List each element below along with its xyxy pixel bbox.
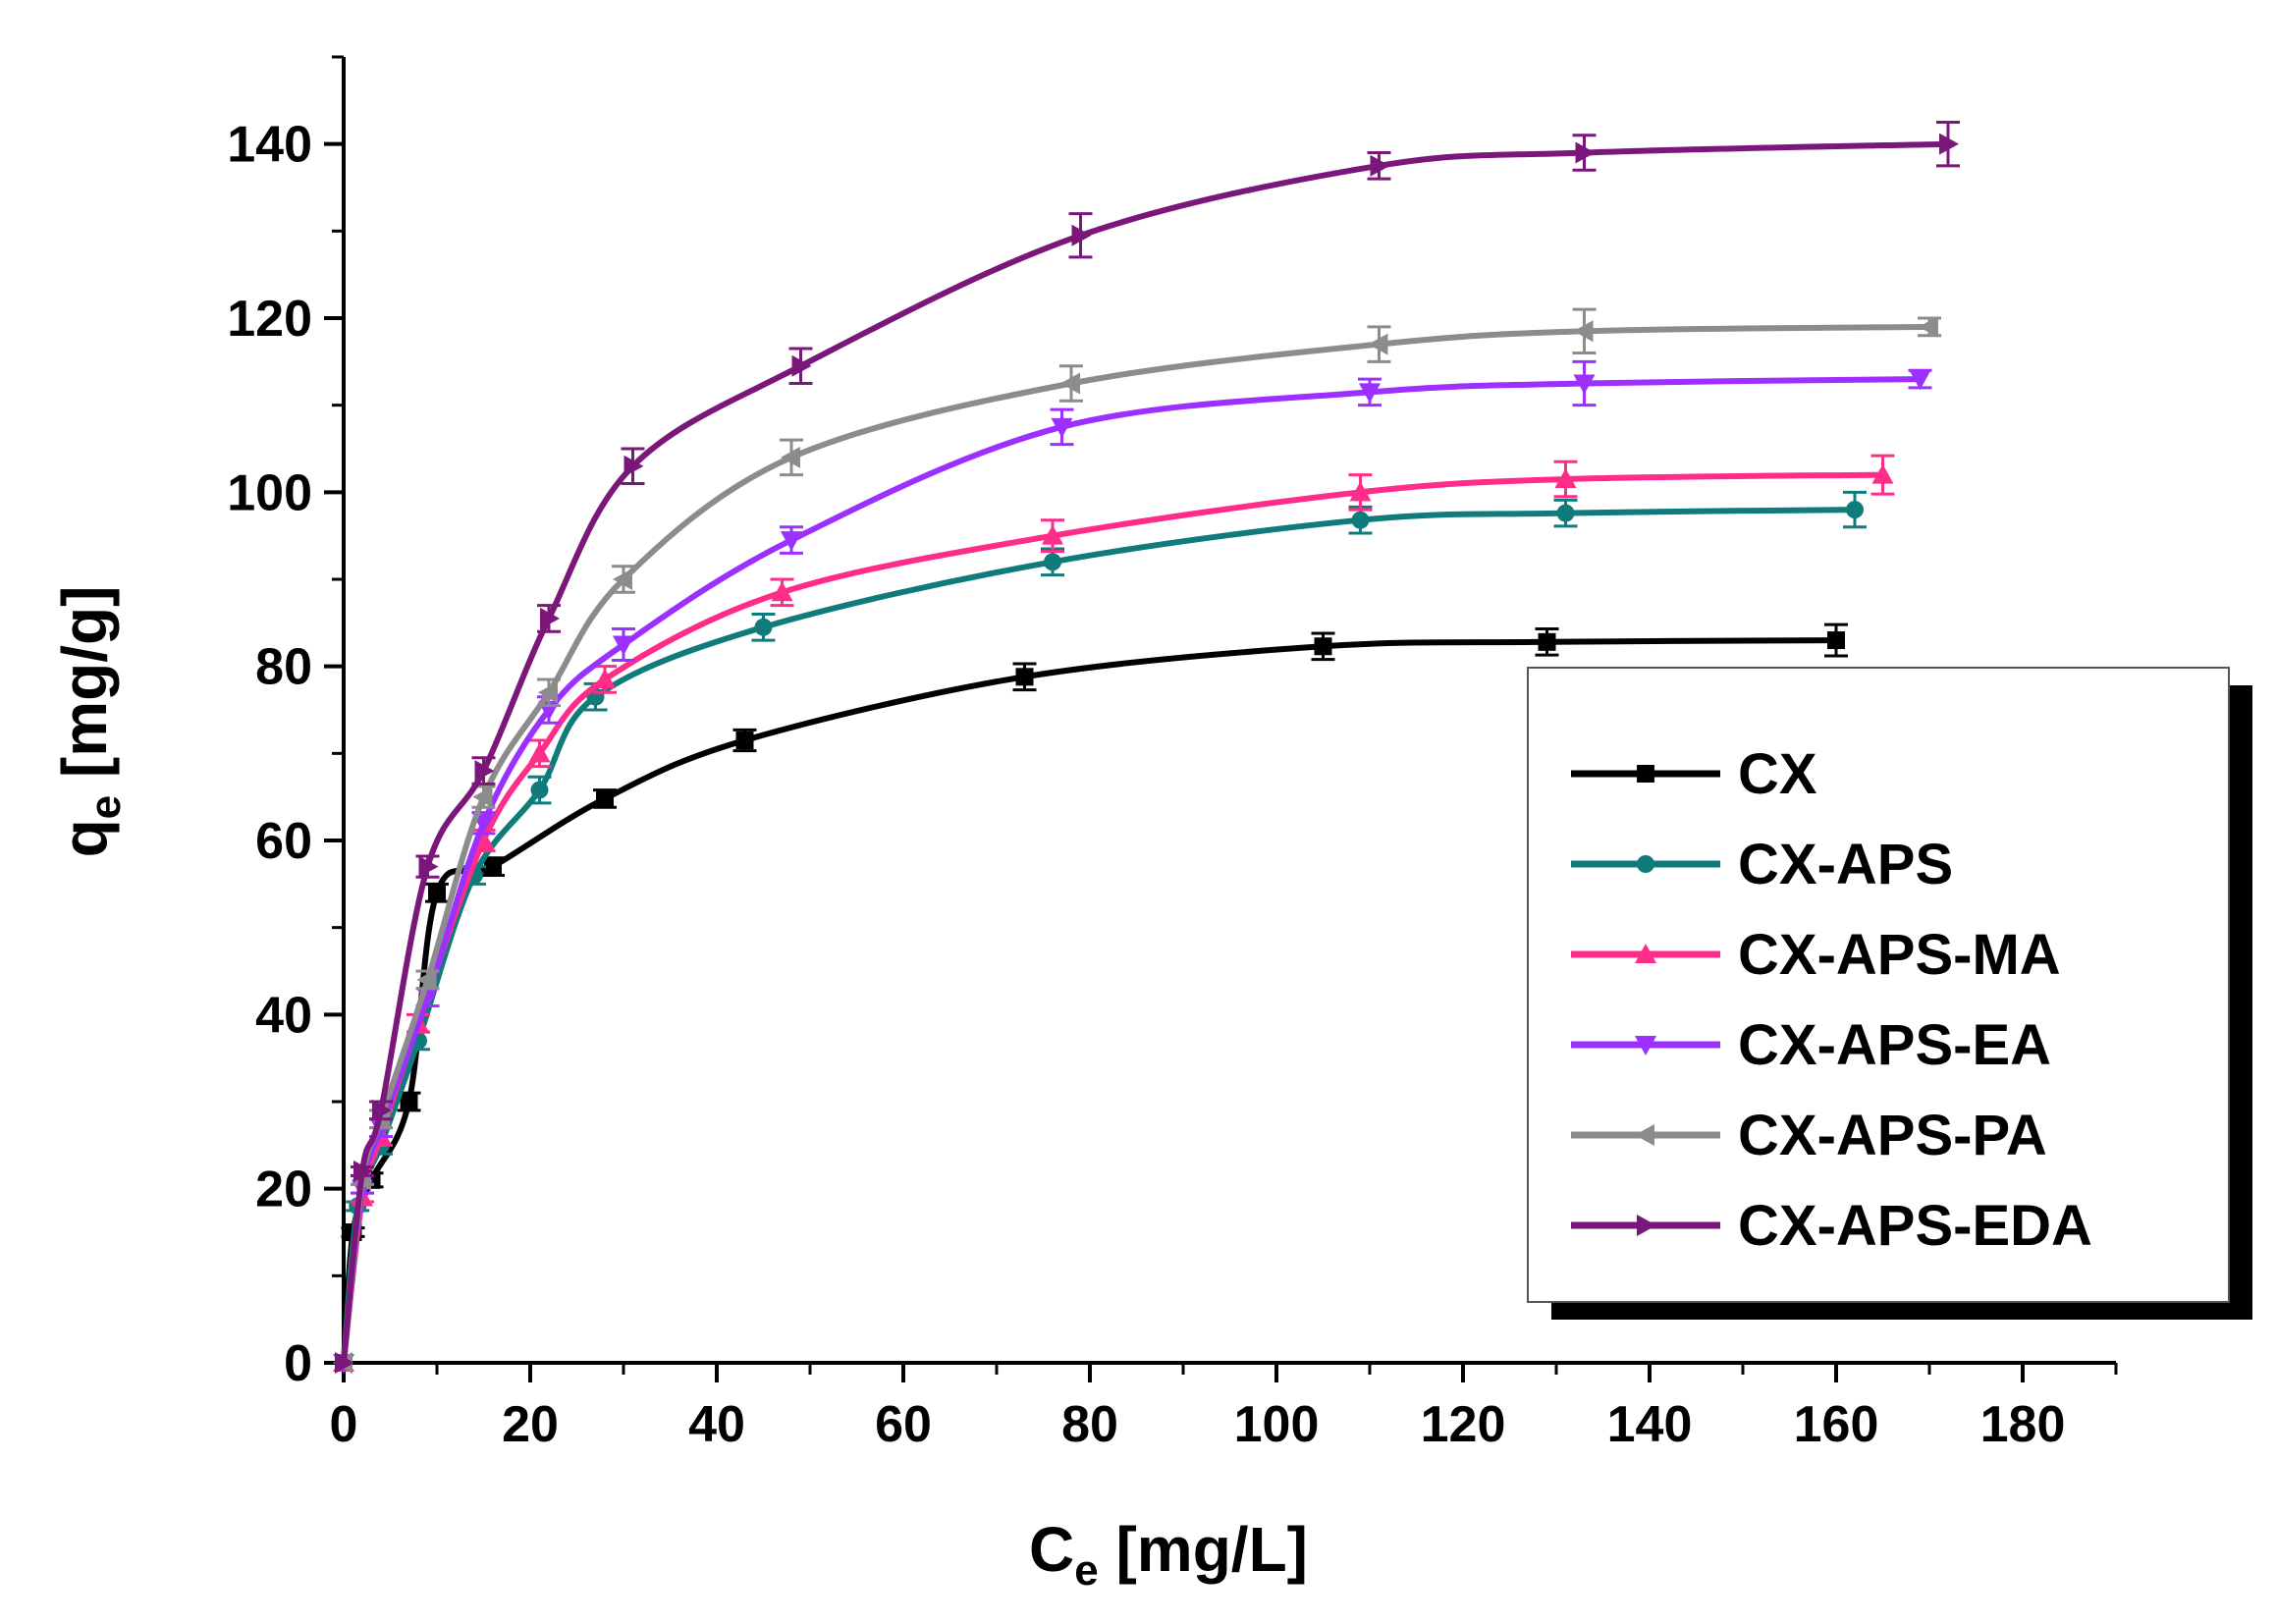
- data-point: [1846, 501, 1864, 519]
- data-point: [1370, 154, 1390, 177]
- data-point: [1044, 553, 1061, 571]
- data-point: [1554, 468, 1577, 489]
- y-tick-label: 20: [255, 1162, 312, 1218]
- data-point: [418, 855, 439, 878]
- data-point: [1538, 632, 1556, 651]
- axis-titles: Ce [mg/L] qe [mg/g]: [49, 586, 1308, 1595]
- data-point: [735, 731, 754, 750]
- data-point: [613, 568, 632, 590]
- legend-item: CX-APS: [1571, 833, 1953, 896]
- x-tick-label: 20: [502, 1396, 559, 1453]
- data-point: [1359, 383, 1381, 404]
- y-tick-label: 100: [227, 464, 312, 521]
- axes: 0 20 40 60 80 100 120 140 160 180 0 20 40 60 80 100 120 1…: [227, 55, 2118, 1453]
- data-point: [1939, 133, 1959, 155]
- legend-item: CX-APS-MA: [1571, 923, 2061, 987]
- data-point: [540, 607, 560, 629]
- legend: CX CX-APS CX-APS-MA CX-APS-EA CX-APS-PA CX-AP…: [1527, 667, 2252, 1320]
- legend-label: CX-APS: [1738, 833, 1953, 896]
- data-point: [372, 1099, 392, 1121]
- legend-marker: [1637, 855, 1654, 873]
- data-point: [484, 857, 502, 876]
- legend-marker: [1637, 1215, 1656, 1236]
- legend-label: CX-APS-EDA: [1738, 1194, 2092, 1258]
- series-cx-aps-eda: [335, 121, 1960, 1374]
- data-point: [1909, 370, 1931, 391]
- data-point: [528, 742, 551, 763]
- legend-label: CX: [1738, 742, 1817, 806]
- data-point: [1556, 504, 1575, 522]
- legend-marker: [1635, 944, 1656, 963]
- legend-marker: [1637, 765, 1654, 783]
- legend-item: CX-APS-PA: [1571, 1104, 2047, 1167]
- data-point: [1368, 333, 1388, 355]
- x-tick-label: 100: [1234, 1396, 1320, 1453]
- legend-label: CX-APS-MA: [1738, 923, 2061, 987]
- data-point: [1314, 637, 1332, 656]
- legend-item: CX: [1571, 742, 1817, 806]
- x-axis-title: Ce [mg/L]: [1029, 1514, 1308, 1595]
- y-tick-label: 120: [227, 291, 312, 348]
- legend-item: CX-APS-EA: [1571, 1013, 2051, 1077]
- data-point: [1575, 141, 1596, 164]
- x-tick-label: 60: [875, 1396, 932, 1453]
- series-layer: [333, 121, 1960, 1374]
- x-tick-label: 120: [1421, 1396, 1506, 1453]
- data-point: [791, 354, 812, 377]
- x-tick-label: 80: [1061, 1396, 1118, 1453]
- data-point: [1015, 668, 1034, 686]
- legend-label: CX-APS-EA: [1738, 1013, 2051, 1077]
- data-point: [538, 681, 558, 704]
- legend-marker: [1635, 1036, 1656, 1056]
- x-tick-label: 180: [1980, 1396, 2066, 1453]
- data-point: [754, 618, 773, 636]
- data-point: [474, 760, 495, 783]
- data-point: [1919, 315, 1938, 338]
- y-axis-title: qe [mg/g]: [49, 586, 130, 858]
- data-point: [335, 1352, 354, 1374]
- series-line-cx: [341, 637, 1837, 1364]
- y-tick-label: 80: [255, 639, 312, 696]
- data-point: [1573, 320, 1594, 343]
- legend-label: CX-APS-PA: [1738, 1104, 2047, 1167]
- data-point: [1042, 524, 1063, 545]
- x-tick-label: 0: [330, 1396, 358, 1453]
- data-point: [1060, 372, 1080, 395]
- x-tick-label: 140: [1607, 1396, 1693, 1453]
- data-point: [1351, 511, 1370, 529]
- data-point: [1871, 463, 1894, 484]
- data-point: [1051, 417, 1073, 438]
- data-point: [613, 635, 634, 656]
- data-point: [416, 968, 437, 991]
- data-point: [530, 781, 549, 799]
- data-point: [1827, 631, 1845, 650]
- data-point: [472, 785, 493, 808]
- legend-marker: [1635, 1124, 1654, 1146]
- y-tick-label: 40: [255, 987, 312, 1044]
- data-point: [781, 446, 800, 468]
- data-point: [594, 668, 616, 688]
- data-point: [428, 884, 446, 902]
- data-point: [596, 789, 614, 808]
- series-line-cx-aps: [341, 507, 1856, 1364]
- x-tick-label: 40: [688, 1396, 745, 1453]
- data-point: [771, 581, 793, 602]
- x-tick-label: 160: [1794, 1396, 1879, 1453]
- data-point: [1573, 374, 1596, 395]
- y-tick-label: 140: [227, 117, 312, 174]
- data-point: [781, 531, 802, 552]
- y-tick-label: 0: [284, 1335, 312, 1392]
- series-cx: [335, 623, 1848, 1372]
- data-point: [353, 1160, 373, 1182]
- data-point: [400, 1093, 418, 1110]
- data-point: [1349, 481, 1372, 502]
- data-point: [1071, 224, 1092, 246]
- y-tick-label: 60: [255, 813, 312, 870]
- legend-item: CX-APS-EDA: [1571, 1194, 2092, 1258]
- data-point: [623, 455, 644, 477]
